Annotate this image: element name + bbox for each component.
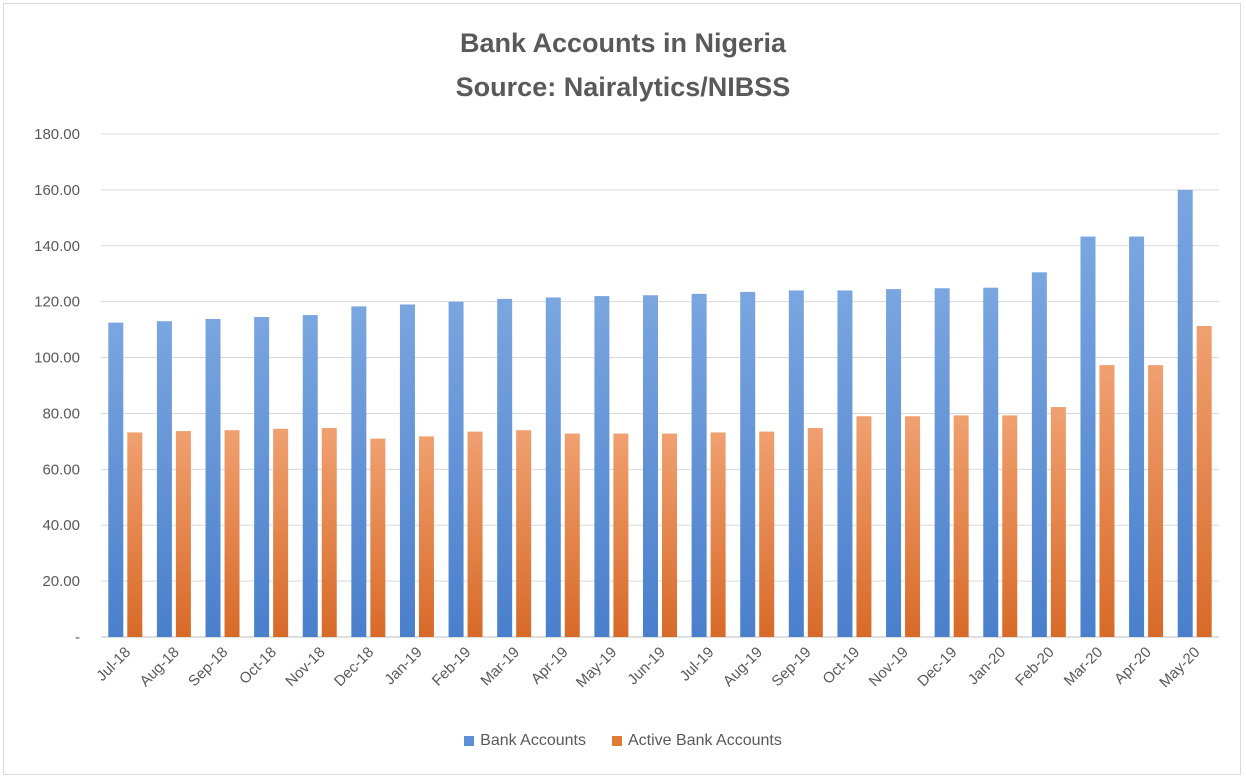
x-tick-label: Nov-19: [866, 644, 912, 690]
bar-bank-accounts: [1031, 272, 1047, 637]
bar-bank-accounts: [837, 290, 853, 637]
bars: [108, 189, 1212, 638]
x-tick-label: Apr-19: [528, 644, 572, 688]
bar-active-bank-accounts: [662, 433, 677, 637]
bar-bank-accounts: [740, 291, 756, 637]
legend: Bank Accounts Active Bank Accounts: [0, 732, 1246, 750]
x-tick-label: Jul-18: [93, 644, 134, 685]
bar-active-bank-accounts: [856, 416, 872, 637]
bar-active-bank-accounts: [273, 428, 289, 637]
x-tick-label: Aug-19: [720, 644, 766, 690]
x-tick-label: Dec-19: [914, 644, 960, 690]
bar-bank-accounts: [156, 321, 172, 637]
y-tick-label: 120.00: [34, 294, 80, 311]
legend-label: Active Bank Accounts: [627, 732, 782, 749]
bar-active-bank-accounts: [807, 427, 823, 637]
bar-active-bank-accounts: [1148, 365, 1164, 637]
x-tick-label: Mar-19: [477, 644, 523, 690]
x-tick-label: Jul-19: [677, 644, 718, 685]
bar-bank-accounts: [1129, 236, 1145, 638]
x-tick-label: Nov-18: [282, 644, 328, 690]
x-tick-label: Feb-20: [1012, 644, 1058, 690]
y-tick-label: 160.00: [34, 182, 80, 199]
bar-active-bank-accounts: [613, 433, 629, 637]
x-tick-label: Oct-18: [236, 644, 280, 688]
bar-bank-accounts: [108, 322, 124, 637]
x-tick-label: Oct-19: [819, 644, 863, 688]
bar-bank-accounts: [205, 318, 221, 637]
x-tick-label: Dec-18: [331, 644, 377, 690]
bar-active-bank-accounts: [905, 416, 921, 637]
legend-item-active-bank-accounts: Active Bank Accounts: [611, 732, 782, 750]
bar-active-bank-accounts: [1050, 407, 1066, 637]
bar-bank-accounts: [545, 297, 561, 637]
bar-active-bank-accounts: [564, 433, 580, 637]
bar-active-bank-accounts: [1099, 365, 1115, 637]
bar-active-bank-accounts: [224, 430, 240, 637]
bar-bank-accounts: [886, 289, 902, 637]
y-axis-ticks: - 20.00 40.00 60.00 80.00 100.00 120.00 140.00 1…: [34, 126, 80, 646]
legend-swatch-blue: [464, 736, 475, 746]
y-tick-label: 180.00: [34, 126, 80, 143]
x-tick-label: Sep-18: [185, 644, 231, 690]
bar-active-bank-accounts: [1002, 415, 1018, 637]
bar-bank-accounts: [302, 315, 318, 637]
bar-bank-accounts: [351, 306, 367, 637]
x-tick-label: May-19: [573, 644, 620, 691]
bar-active-bank-accounts: [321, 427, 337, 637]
bar-active-bank-accounts: [127, 432, 143, 637]
bar-bank-accounts: [448, 301, 464, 637]
bar-bank-accounts: [1080, 236, 1096, 638]
x-tick-label: Apr-20: [1111, 644, 1155, 688]
bar-active-bank-accounts: [759, 431, 775, 637]
y-tick-label: 60.00: [42, 461, 80, 478]
bar-active-bank-accounts: [418, 436, 434, 637]
bar-bank-accounts: [983, 287, 999, 637]
bar-bank-accounts: [934, 288, 950, 637]
x-tick-label: Aug-18: [137, 644, 183, 690]
bar-active-bank-accounts: [467, 431, 483, 637]
y-tick-label: 80.00: [42, 405, 80, 422]
bar-bank-accounts: [643, 295, 658, 637]
bar-bank-accounts: [497, 298, 513, 637]
x-tick-label: Jun-19: [624, 644, 668, 688]
y-tick-label: 100.00: [34, 350, 80, 367]
x-tick-label: Jan-19: [381, 644, 425, 688]
x-tick-label: Jan-20: [965, 644, 1009, 688]
bar-bank-accounts: [691, 293, 707, 637]
x-axis-ticks: Jul-18 Aug-18 Sep-18 Oct-18 Nov-18 Dec-18 Jan-…: [93, 644, 1203, 691]
bar-active-bank-accounts: [1196, 325, 1212, 637]
bar-active-bank-accounts: [175, 431, 191, 637]
bar-bank-accounts: [254, 317, 270, 637]
legend-swatch-orange: [611, 736, 622, 746]
x-tick-label: Sep-19: [768, 644, 814, 690]
bar-active-bank-accounts: [370, 438, 386, 637]
y-tick-label: 40.00: [42, 517, 80, 534]
x-tick-label: May-20: [1156, 644, 1203, 691]
x-tick-label: Mar-20: [1061, 644, 1107, 690]
bar-active-bank-accounts: [516, 430, 532, 637]
bar-bank-accounts: [1177, 189, 1193, 637]
bar-active-bank-accounts: [953, 415, 969, 637]
bar-bank-accounts: [399, 304, 415, 637]
x-tick-label: Feb-19: [429, 644, 475, 690]
bar-active-bank-accounts: [710, 432, 726, 637]
chart-title: Bank Accounts in Nigeria: [459, 28, 787, 58]
chart-subtitle: Source: Nairalytics/NIBSS: [455, 72, 791, 102]
bar-bank-accounts: [788, 290, 804, 637]
legend-item-bank-accounts: Bank Accounts: [464, 732, 586, 750]
y-tick-label: 20.00: [42, 573, 80, 590]
y-tick-label: -: [75, 629, 80, 646]
bar-bank-accounts: [594, 296, 610, 637]
legend-label: Bank Accounts: [480, 732, 586, 749]
y-tick-label: 140.00: [34, 238, 80, 255]
